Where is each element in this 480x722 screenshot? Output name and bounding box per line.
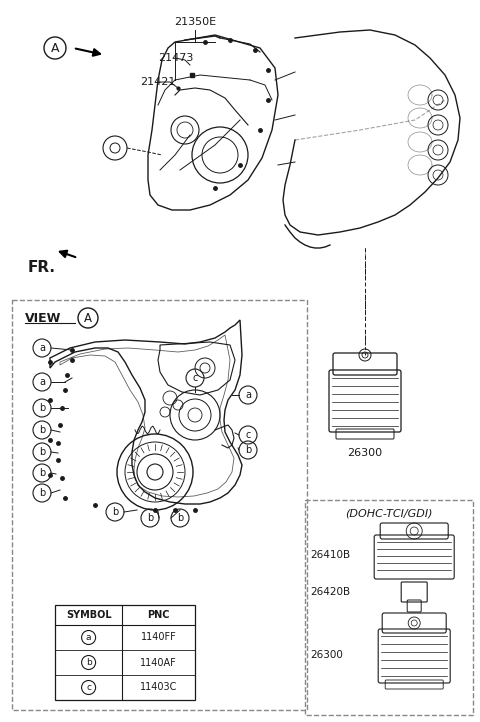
Text: 26300: 26300 xyxy=(348,448,383,458)
Text: A: A xyxy=(84,311,92,324)
Bar xyxy=(305,500,473,715)
Text: 1140AF: 1140AF xyxy=(140,658,177,668)
Text: SYMBOL: SYMBOL xyxy=(66,610,111,620)
Text: c: c xyxy=(86,683,91,692)
Text: b: b xyxy=(39,488,45,498)
Text: 21350E: 21350E xyxy=(174,17,216,27)
Text: a: a xyxy=(39,377,45,387)
Text: b: b xyxy=(177,513,183,523)
Text: c: c xyxy=(192,373,198,383)
Text: b: b xyxy=(39,425,45,435)
Text: b: b xyxy=(39,468,45,478)
Text: 26410B: 26410B xyxy=(310,550,350,560)
Text: b: b xyxy=(245,445,251,455)
Text: b: b xyxy=(86,658,92,667)
Text: 26420B: 26420B xyxy=(310,587,350,597)
Text: b: b xyxy=(112,507,118,517)
Circle shape xyxy=(147,464,163,480)
Text: 1140FF: 1140FF xyxy=(141,632,177,643)
Text: 21421: 21421 xyxy=(140,77,175,87)
Text: 21473: 21473 xyxy=(158,53,193,63)
Text: b: b xyxy=(39,403,45,413)
Text: b: b xyxy=(147,513,153,523)
Text: (DOHC-TCI/GDI): (DOHC-TCI/GDI) xyxy=(345,509,433,519)
Text: FR.: FR. xyxy=(28,259,56,274)
Text: A: A xyxy=(51,41,59,54)
Text: b: b xyxy=(39,447,45,457)
Text: c: c xyxy=(245,430,251,440)
Bar xyxy=(12,300,307,710)
Bar xyxy=(55,605,195,700)
Text: PNC: PNC xyxy=(147,610,170,620)
Text: 26300: 26300 xyxy=(310,650,343,660)
Text: a: a xyxy=(86,633,91,642)
Text: VIEW: VIEW xyxy=(25,311,61,324)
Text: 11403C: 11403C xyxy=(140,682,177,692)
Text: a: a xyxy=(39,343,45,353)
Text: a: a xyxy=(245,390,251,400)
